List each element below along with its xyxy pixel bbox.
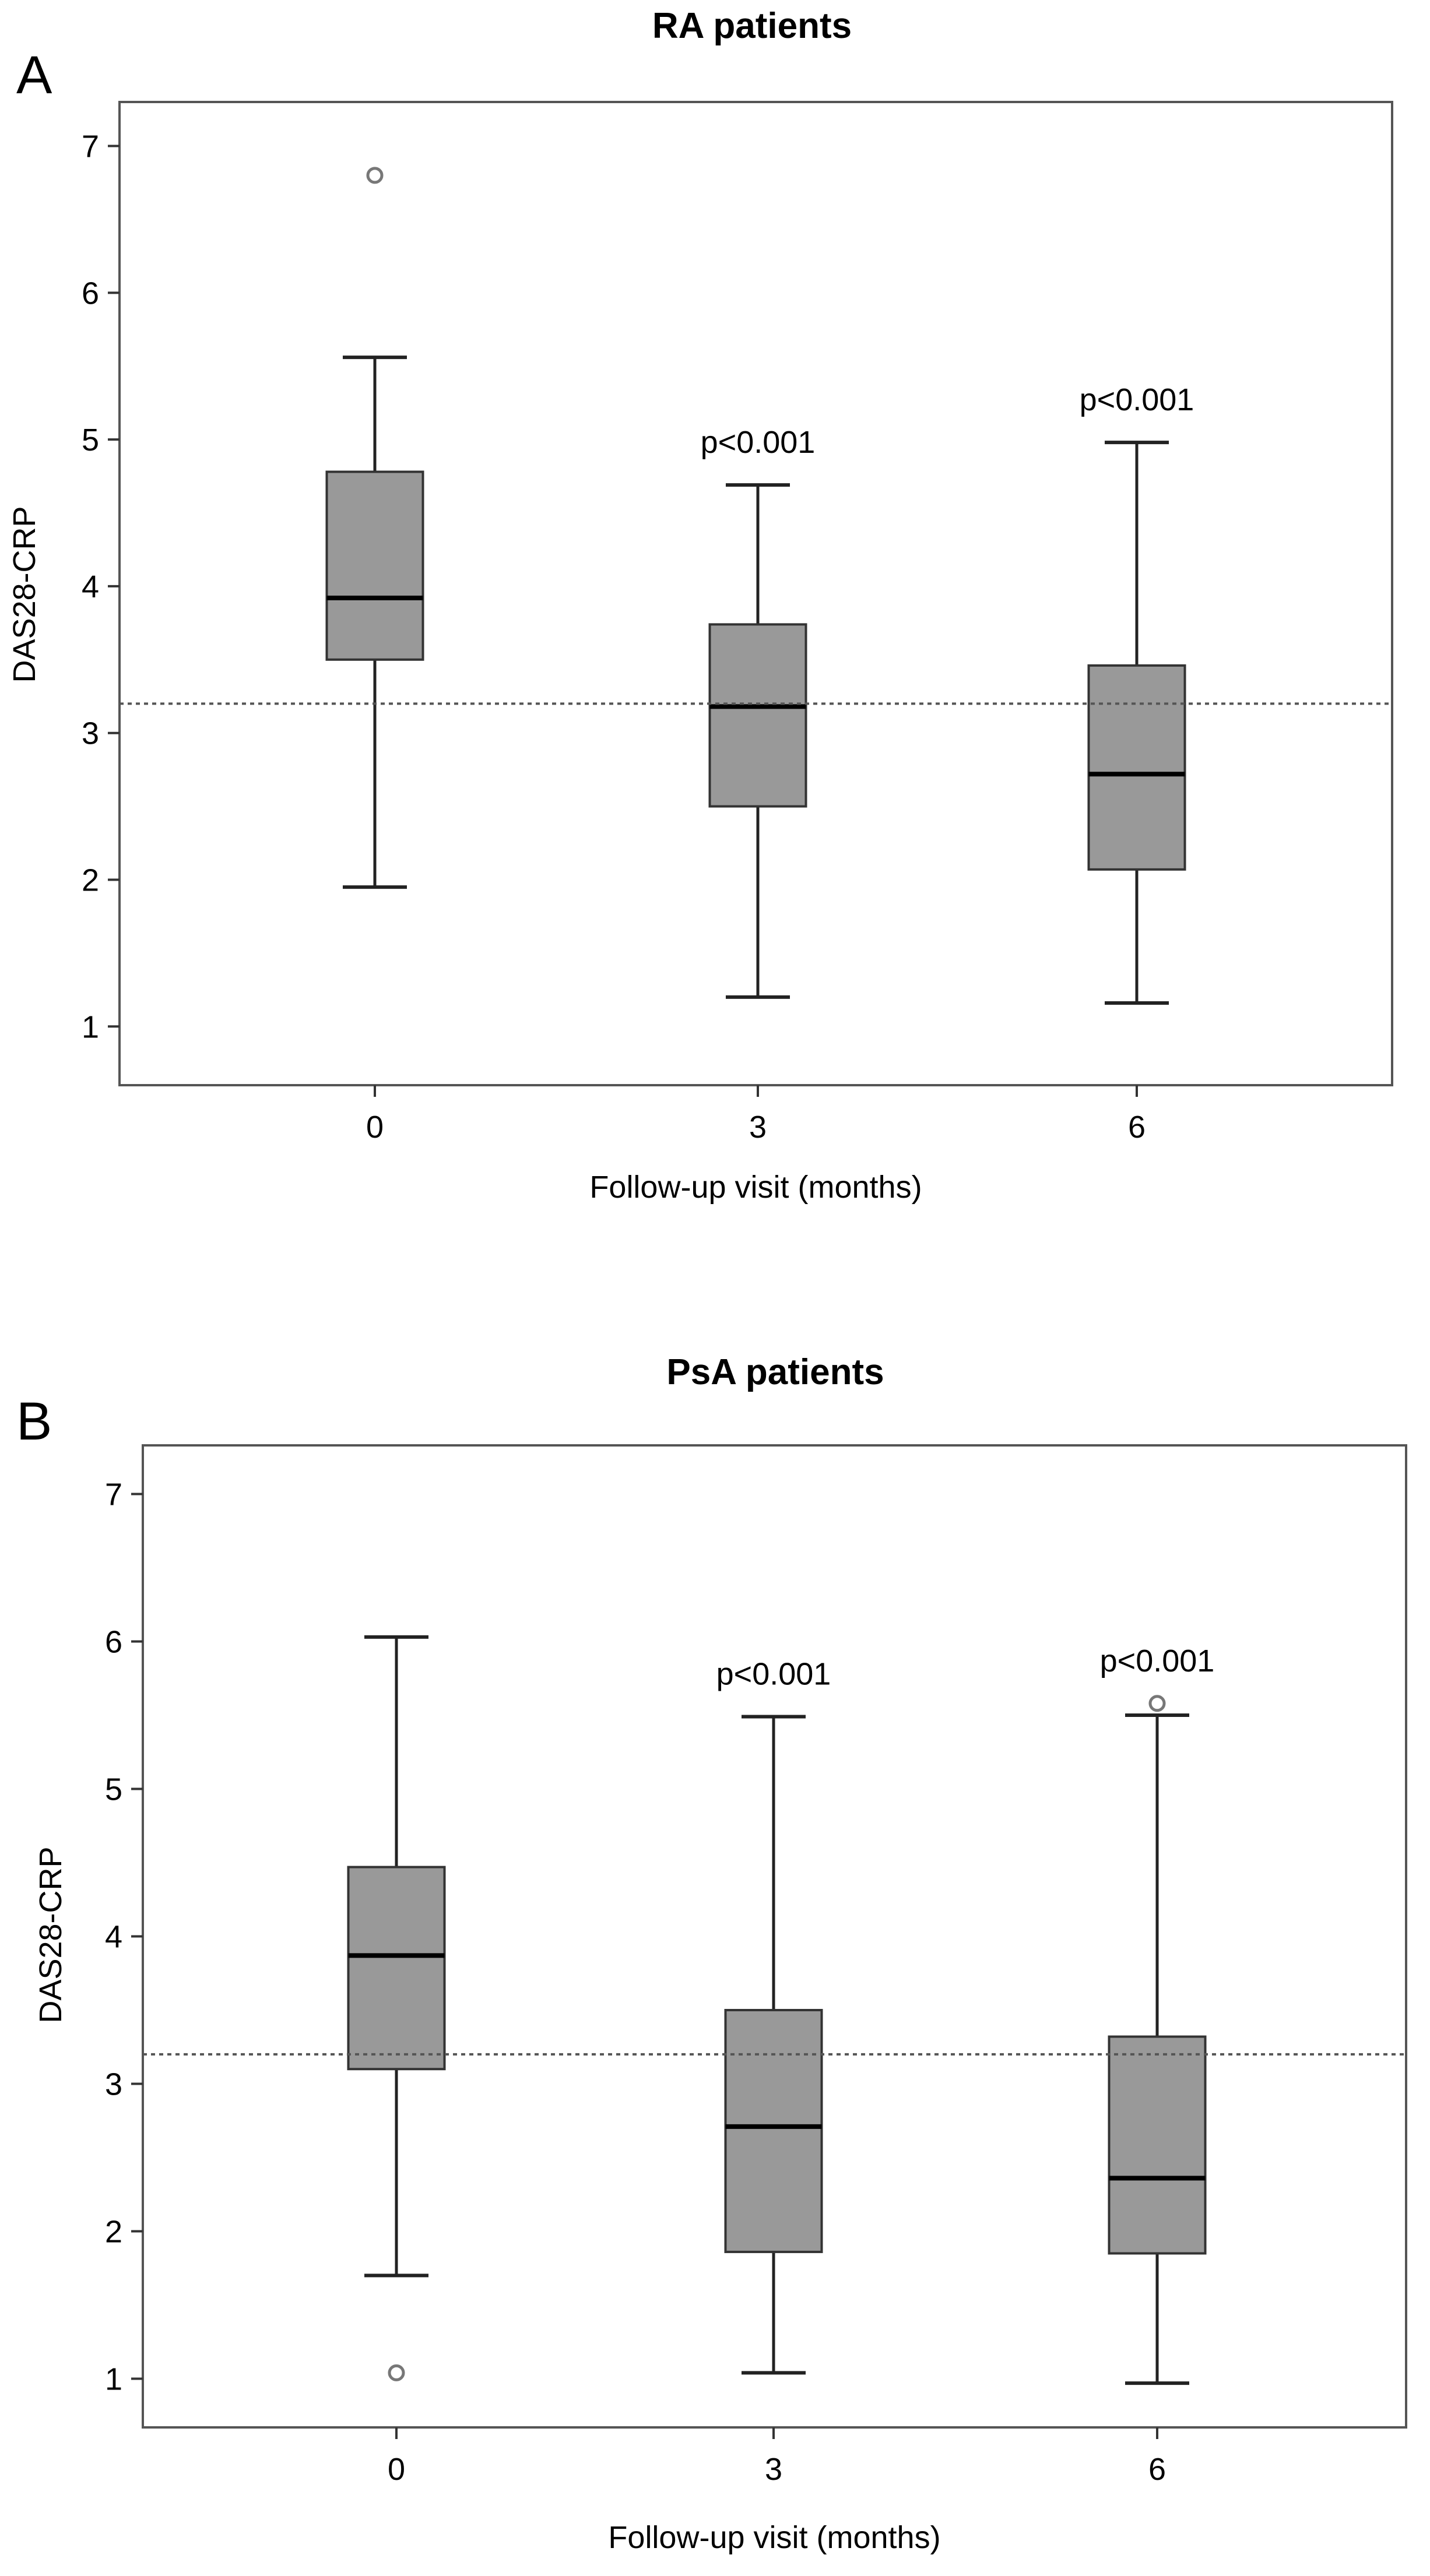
panel-a-x-axis-label: Follow-up visit (months)	[589, 1170, 922, 1205]
panel-b-y-axis-label: DAS28-CRP	[33, 1846, 68, 2023]
panel-a-ytick-label: 2	[82, 863, 99, 898]
panel-a-ytick-label: 7	[82, 129, 99, 164]
panel-b-ytick-label: 4	[105, 1920, 122, 1955]
panel-a-ytick-label: 1	[82, 1009, 99, 1044]
panel-b-ytick-label: 2	[105, 2215, 122, 2250]
panel-a-box-6-pvalue: p<0.001	[1080, 382, 1194, 417]
panel-a-xtick-label: 3	[749, 1110, 767, 1145]
panel-a-ytick-label: 6	[82, 276, 99, 311]
panel-a-xtick-label: 0	[366, 1110, 384, 1145]
panel-b-title: PsA patients	[666, 1352, 884, 1392]
panel-a-ytick-label: 5	[82, 423, 99, 458]
panel-b-ytick-label: 1	[105, 2362, 122, 2397]
panel-b-box-0-outlier	[388, 2364, 405, 2381]
panel-b-box-3-pvalue: p<0.001	[716, 1657, 831, 1692]
panel-b-ytick-label: 5	[105, 1772, 122, 1807]
panel-b-letter: B	[16, 1392, 52, 1451]
panel-a-box-3	[708, 623, 807, 808]
panel-b-ytick-label: 3	[105, 2067, 122, 2102]
panel-a-xtick-label: 6	[1128, 1110, 1146, 1145]
panel-b-box-0	[347, 1866, 446, 2071]
panel-a-box-0-outlier	[366, 167, 384, 184]
panel-a-ytick-label: 4	[82, 569, 99, 604]
panel-a-letter: A	[16, 45, 52, 105]
panel-b-box-6-outlier	[1148, 1695, 1166, 1712]
panel-b-box-3	[724, 2009, 823, 2253]
panel-a-box-0	[325, 470, 424, 661]
panel-a-box-3-pvalue: p<0.001	[701, 425, 816, 460]
panel-b-box-6	[1108, 2035, 1207, 2255]
panel-b-xtick-label: 0	[388, 2452, 405, 2487]
panel-b-ytick-label: 6	[105, 1624, 122, 1659]
panel-b-ytick-label: 7	[105, 1477, 122, 1512]
panel-b-x-axis-label: Follow-up visit (months)	[608, 2520, 940, 2555]
panel-b-box-6-pvalue: p<0.001	[1100, 1644, 1215, 1678]
panel-a-plot-frame	[118, 101, 1393, 1086]
panel-a-title: RA patients	[652, 6, 852, 46]
panel-a-y-axis-label: DAS28-CRP	[7, 506, 42, 682]
panel-b-xtick-label: 3	[765, 2452, 782, 2487]
panel-b-xtick-label: 6	[1148, 2452, 1166, 2487]
panel-a-ytick-label: 3	[82, 716, 99, 751]
panel-a-box-6	[1087, 664, 1186, 871]
